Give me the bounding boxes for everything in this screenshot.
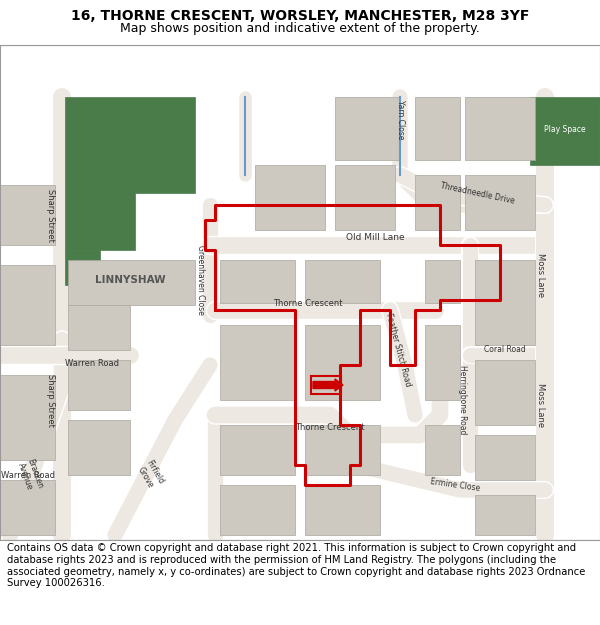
Polygon shape xyxy=(220,325,295,400)
Polygon shape xyxy=(220,485,295,535)
Polygon shape xyxy=(220,425,295,475)
Polygon shape xyxy=(415,175,460,230)
Polygon shape xyxy=(305,425,380,475)
Polygon shape xyxy=(415,97,460,160)
Polygon shape xyxy=(220,260,295,303)
Text: Threadneedle Drive: Threadneedle Drive xyxy=(440,181,516,205)
Polygon shape xyxy=(68,420,130,475)
FancyArrow shape xyxy=(313,379,343,391)
Polygon shape xyxy=(68,305,130,350)
Text: Bracken
Avenue: Bracken Avenue xyxy=(16,457,44,493)
Polygon shape xyxy=(65,97,195,250)
Text: Play Space: Play Space xyxy=(544,126,586,134)
Polygon shape xyxy=(425,260,460,303)
Text: Herringbone Road: Herringbone Road xyxy=(458,365,467,435)
Polygon shape xyxy=(68,360,130,410)
Polygon shape xyxy=(475,360,535,425)
Polygon shape xyxy=(335,165,395,230)
Text: Thorne Crescent: Thorne Crescent xyxy=(295,424,365,432)
Text: Feather Stitch Road: Feather Stitch Road xyxy=(384,312,412,388)
Text: LINNYSHAW: LINNYSHAW xyxy=(95,275,166,285)
Polygon shape xyxy=(425,425,460,475)
Text: Ermine Close: Ermine Close xyxy=(430,477,481,493)
Text: Warren Road: Warren Road xyxy=(65,359,119,368)
Text: Yarn Close: Yarn Close xyxy=(395,100,404,140)
Polygon shape xyxy=(0,480,55,535)
Polygon shape xyxy=(305,325,380,400)
Polygon shape xyxy=(255,165,325,230)
Text: Firfield
Grove: Firfield Grove xyxy=(135,459,165,491)
Polygon shape xyxy=(0,265,55,345)
Text: Warren Road: Warren Road xyxy=(1,471,55,479)
Polygon shape xyxy=(465,175,535,230)
Polygon shape xyxy=(335,97,400,160)
Polygon shape xyxy=(475,495,535,535)
Text: Moss Lane: Moss Lane xyxy=(536,253,545,297)
Polygon shape xyxy=(475,260,535,345)
Text: Sharp Street: Sharp Street xyxy=(46,374,55,426)
Polygon shape xyxy=(530,97,600,165)
Polygon shape xyxy=(475,435,535,480)
Polygon shape xyxy=(68,260,195,305)
Text: Greenhaven Close: Greenhaven Close xyxy=(196,245,205,315)
Polygon shape xyxy=(465,97,535,160)
Text: Thorne Crescent: Thorne Crescent xyxy=(273,299,343,308)
Text: Moss Lane: Moss Lane xyxy=(536,383,545,427)
Text: Coral Road: Coral Road xyxy=(484,346,526,354)
Polygon shape xyxy=(425,325,460,400)
Text: 16, THORNE CRESCENT, WORSLEY, MANCHESTER, M28 3YF: 16, THORNE CRESCENT, WORSLEY, MANCHESTER… xyxy=(71,9,529,23)
Text: Old Mill Lane: Old Mill Lane xyxy=(346,234,404,242)
Text: Map shows position and indicative extent of the property.: Map shows position and indicative extent… xyxy=(120,22,480,35)
Polygon shape xyxy=(0,185,55,245)
Polygon shape xyxy=(305,260,380,303)
Polygon shape xyxy=(0,375,55,460)
Text: Contains OS data © Crown copyright and database right 2021. This information is : Contains OS data © Crown copyright and d… xyxy=(7,543,586,588)
Polygon shape xyxy=(305,485,380,535)
Polygon shape xyxy=(65,250,100,285)
Text: Sharp Street: Sharp Street xyxy=(46,189,55,241)
